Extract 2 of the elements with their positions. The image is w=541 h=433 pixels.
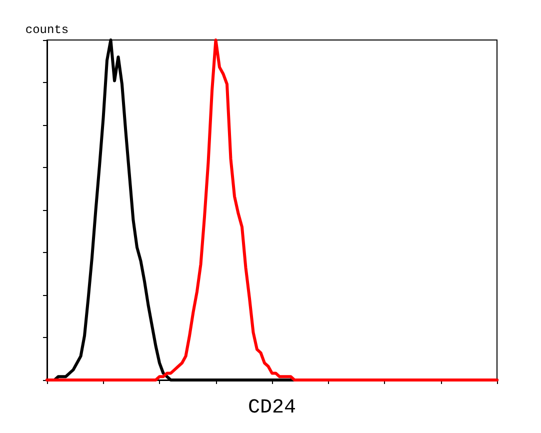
x-axis-title: CD24 — [248, 396, 296, 420]
y-axis-title: counts — [25, 23, 69, 37]
